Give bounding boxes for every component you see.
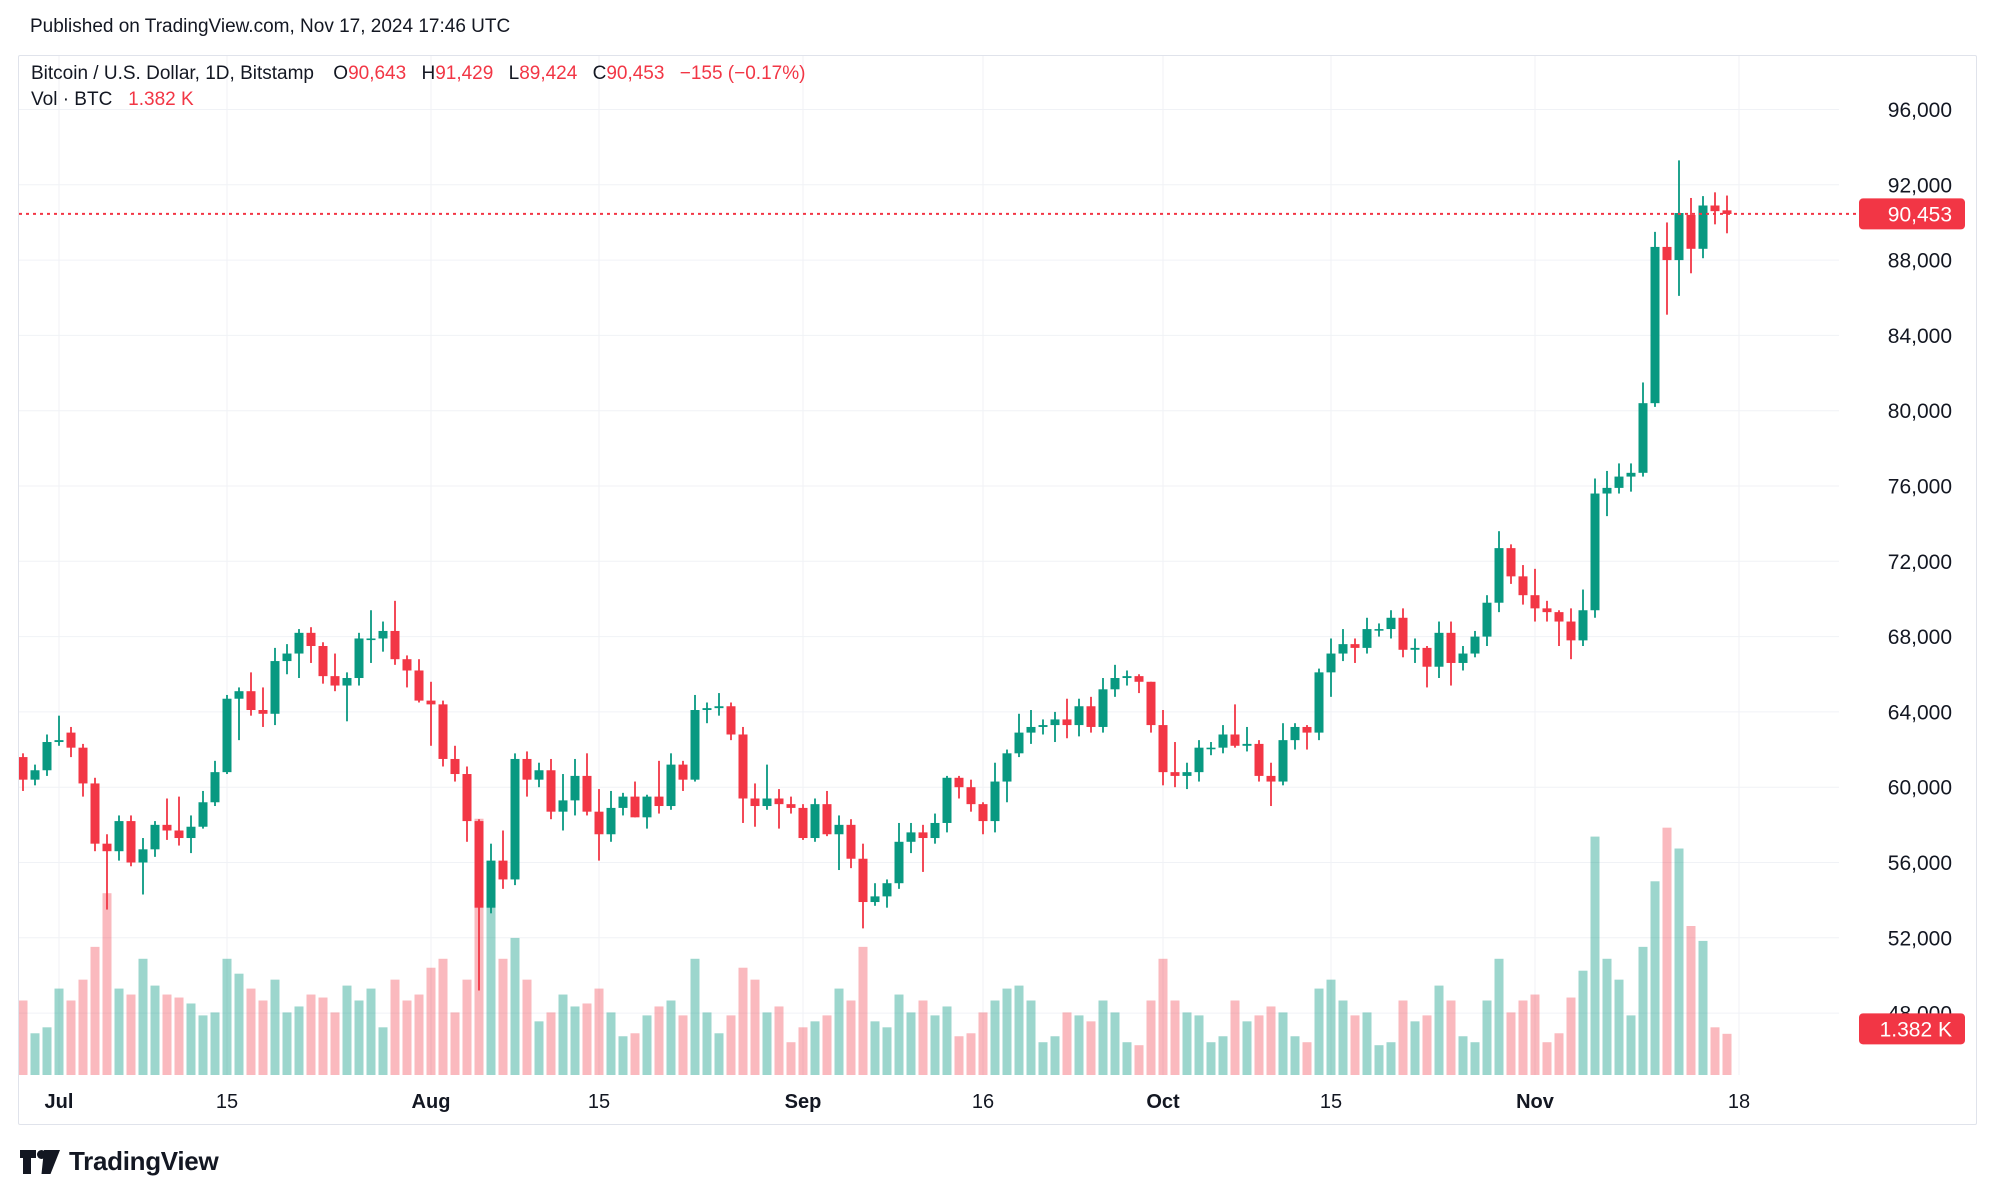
svg-text:84,000: 84,000: [1888, 325, 1952, 348]
svg-text:Aug: Aug: [412, 1091, 451, 1113]
svg-text:92,000: 92,000: [1888, 174, 1952, 197]
low-value: L89,424: [508, 63, 578, 84]
svg-text:88,000: 88,000: [1888, 250, 1952, 273]
svg-text:80,000: 80,000: [1888, 400, 1952, 423]
volume-value: 1.382 K: [128, 89, 194, 110]
last-volume-badge: [1859, 1013, 1965, 1045]
tradingview-logo-text: TradingView: [69, 1146, 219, 1176]
legend-ohlc-row: Bitcoin / U.S. Dollar, 1D, Bitstamp O90,…: [31, 61, 805, 87]
svg-text:15: 15: [588, 1091, 610, 1113]
svg-text:15: 15: [216, 1091, 238, 1113]
chart-legend: Bitcoin / U.S. Dollar, 1D, Bitstamp O90,…: [31, 61, 805, 113]
published-caption: Published on TradingView.com, Nov 17, 20…: [30, 16, 511, 37]
svg-text:68,000: 68,000: [1888, 626, 1952, 649]
svg-text:56,000: 56,000: [1888, 852, 1952, 875]
svg-text:Oct: Oct: [1146, 1091, 1180, 1113]
svg-text:72,000: 72,000: [1888, 551, 1952, 574]
svg-text:52,000: 52,000: [1888, 927, 1952, 950]
tradingview-logo[interactable]: TradingView: [20, 1146, 219, 1177]
volume-label: Vol · BTC: [31, 89, 113, 110]
last-price-badge: [1859, 198, 1965, 230]
open-value: O90,643: [333, 63, 407, 84]
change-value: −155 (−0.17%): [679, 63, 806, 84]
legend-volume-row: Vol · BTC 1.382 K: [31, 87, 805, 113]
high-value: H91,429: [421, 63, 494, 84]
price-chart[interactable]: 96,000 92,000 88,000 84,000 80,000 76,000 72,0…: [19, 56, 1976, 1124]
svg-text:15: 15: [1320, 1091, 1342, 1113]
close-value: C90,453: [592, 63, 665, 84]
svg-text:76,000: 76,000: [1888, 476, 1952, 499]
svg-text:18: 18: [1728, 1091, 1750, 1113]
symbol-title: Bitcoin / U.S. Dollar, 1D, Bitstamp: [31, 63, 314, 84]
svg-text:64,000: 64,000: [1888, 701, 1952, 724]
svg-text:1.382 K: 1.382 K: [1880, 1018, 1952, 1041]
svg-text:Sep: Sep: [785, 1091, 822, 1113]
svg-text:96,000: 96,000: [1888, 99, 1952, 122]
svg-text:90,453: 90,453: [1888, 203, 1952, 226]
svg-text:60,000: 60,000: [1888, 777, 1952, 800]
chart-card: 96,000 92,000 88,000 84,000 80,000 76,000 72,0…: [18, 55, 1977, 1125]
svg-text:16: 16: [972, 1091, 994, 1113]
tradingview-logo-icon: [20, 1149, 60, 1174]
svg-text:Jul: Jul: [45, 1091, 74, 1113]
svg-text:Nov: Nov: [1516, 1091, 1555, 1113]
